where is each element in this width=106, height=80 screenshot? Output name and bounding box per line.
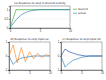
figure: 051000.51(a) Response to step in desired… bbox=[0, 0, 106, 80]
panel: 0 5 10 00.51(a) Response to step in desired… bbox=[5, 2, 88, 33]
tick-mark bbox=[8, 42, 9, 43]
tick-label: 0 bbox=[9, 71, 11, 75]
tick: 0 bbox=[58, 54, 61, 58]
tick-label: 5 bbox=[40, 29, 42, 33]
legend-swatch bbox=[73, 13, 77, 14]
tick: -1 bbox=[5, 68, 9, 72]
tick-label: 0.5 bbox=[5, 17, 9, 21]
y-axis: 00.51 bbox=[5, 7, 11, 31]
plot-frame bbox=[10, 6, 70, 28]
y-axis: -101 bbox=[57, 40, 62, 72]
legend-label: desired bbox=[78, 8, 88, 11]
tick-label: 1 bbox=[58, 40, 60, 44]
tick: 10 bbox=[49, 70, 52, 75]
tick-mark bbox=[60, 70, 61, 71]
tick-mark bbox=[8, 70, 9, 71]
tick: 1 bbox=[6, 40, 9, 44]
tick: 10 bbox=[69, 28, 72, 33]
series-line bbox=[10, 10, 70, 28]
grid-line bbox=[9, 70, 50, 71]
series-line bbox=[9, 56, 50, 64]
series-line bbox=[61, 49, 102, 56]
axis-line bbox=[9, 7, 11, 29]
tick-label: -1 bbox=[5, 68, 8, 72]
tick-mark bbox=[60, 56, 61, 57]
tick-label: 0 bbox=[58, 54, 60, 58]
tick: 0 bbox=[7, 26, 10, 30]
legend: desiredactual bbox=[73, 8, 88, 15]
tick-mark bbox=[9, 28, 10, 29]
plot-frame bbox=[9, 42, 50, 70]
tick-label: 0 bbox=[10, 29, 12, 33]
legend-label: actual bbox=[78, 12, 86, 15]
lines bbox=[61, 49, 102, 67]
tick-label: 1 bbox=[7, 8, 9, 12]
tick-label: 5 bbox=[81, 71, 83, 75]
panel: 0510-101(c) Response to step input (b) bbox=[57, 38, 105, 75]
tick: 1 bbox=[58, 40, 61, 44]
tick-mark bbox=[8, 56, 9, 57]
lines bbox=[9, 45, 50, 65]
title: (b) Response to step input (a) bbox=[10, 38, 49, 41]
grid-line bbox=[10, 28, 70, 29]
tick-label: 1 bbox=[6, 40, 8, 44]
tick-label: 0 bbox=[6, 54, 8, 58]
grid-line bbox=[9, 42, 50, 43]
tick: -1 bbox=[57, 68, 61, 72]
tick: 5 bbox=[40, 28, 42, 33]
tick-label: 10 bbox=[101, 71, 104, 75]
tick-mark bbox=[60, 42, 61, 43]
y-axis: -101 bbox=[5, 40, 10, 72]
plot-frame bbox=[61, 42, 102, 70]
tick: 5 bbox=[29, 70, 31, 75]
tick-mark bbox=[9, 10, 10, 11]
tick-label: 10 bbox=[69, 29, 72, 33]
tick-mark bbox=[9, 19, 10, 20]
tick: 10 bbox=[101, 70, 104, 75]
x-axis: 0 5 10 bbox=[9, 70, 53, 75]
tick: 0 bbox=[6, 54, 9, 58]
tick-label: -1 bbox=[57, 68, 60, 72]
series-line bbox=[10, 10, 70, 28]
series-line bbox=[61, 56, 102, 67]
series-line bbox=[9, 45, 50, 63]
title: (c) Response to step input (b) bbox=[62, 38, 101, 41]
tick-label: 0 bbox=[7, 26, 9, 30]
grid-line bbox=[61, 42, 102, 43]
grid-line bbox=[10, 18, 70, 19]
x-axis: 0 5 10 bbox=[10, 28, 73, 33]
lines bbox=[10, 10, 70, 28]
x-axis: 0 5 10 bbox=[61, 70, 105, 75]
title: (a) Response to step in desired velocity bbox=[14, 2, 66, 5]
panel: 0510-101(b) Response to step input (a) bbox=[5, 38, 53, 75]
legend-swatch bbox=[73, 9, 77, 10]
grid-line bbox=[61, 70, 102, 71]
tick-label: 0 bbox=[61, 71, 63, 75]
tick: 1 bbox=[7, 8, 10, 12]
tick: 0.5 bbox=[5, 17, 10, 21]
tick-label: 5 bbox=[29, 71, 31, 75]
tick: 5 bbox=[81, 70, 83, 75]
tick-label: 10 bbox=[49, 71, 52, 75]
